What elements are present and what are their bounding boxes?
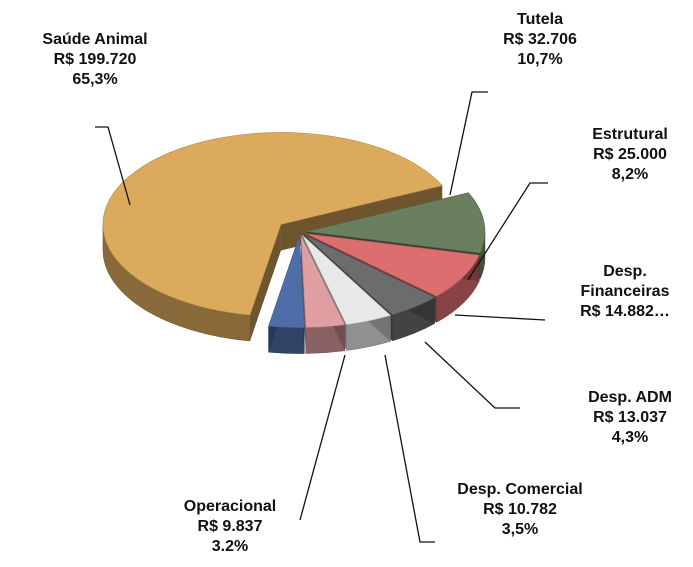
- slice: [302, 235, 392, 325]
- percentage-label: 4,3%: [611, 429, 649, 446]
- percentage-label: 3,5%: [501, 521, 539, 538]
- slice-label: Operacional R$ 9.837 3.2%: [184, 497, 276, 557]
- leader-line: [95, 126, 131, 206]
- leader-line: [424, 341, 520, 409]
- slice: [268, 235, 305, 328]
- leader-line: [299, 354, 346, 521]
- percentage-label: 3.2%: [211, 538, 249, 555]
- slice: [306, 192, 486, 254]
- category-label: Desp. ADM: [588, 389, 672, 406]
- value-label: R$ 25.000: [593, 146, 667, 163]
- slice-label: Desp. Financeiras R$ 14.882…: [570, 262, 680, 322]
- value-label: R$ 14.882…: [580, 303, 670, 320]
- slice: [306, 233, 480, 297]
- value-label: R$ 10.782: [483, 501, 557, 518]
- slice-label: Saúde Animal R$ 199.720 65,3%: [42, 30, 147, 90]
- value-label: R$ 13.037: [593, 409, 667, 426]
- slice: [304, 234, 436, 316]
- slice-label: Desp. ADM R$ 13.037 4,3%: [588, 388, 672, 448]
- category-label: Operacional: [183, 498, 277, 515]
- leader-line: [454, 314, 546, 321]
- slice: [300, 235, 346, 328]
- value-label: R$ 199.720: [53, 51, 137, 68]
- percentage-label: 10,7%: [517, 51, 563, 68]
- slice-wall: [250, 224, 281, 342]
- leader-line: [467, 182, 548, 281]
- category-label: Tutela: [517, 11, 563, 28]
- percentage-label: 65,3%: [72, 71, 118, 88]
- slice-label: Estrutural R$ 25.000 8,2%: [592, 125, 668, 185]
- leader-line: [449, 91, 488, 196]
- value-label: R$ 32.706: [503, 31, 577, 48]
- slice: [102, 132, 443, 316]
- percentage-label: 8,2%: [611, 166, 649, 183]
- category-label: Saúde Animal: [42, 31, 148, 48]
- category-label: Desp. Financeiras: [580, 263, 670, 300]
- category-label: Desp. Comercial: [457, 481, 583, 498]
- value-label: R$ 9.837: [197, 518, 263, 535]
- slice-wall: [300, 235, 306, 354]
- category-label: Estrutural: [592, 126, 668, 143]
- slice-label: Desp. Comercial R$ 10.782 3,5%: [457, 480, 582, 540]
- leader-line: [384, 354, 435, 543]
- slice-label: Tutela R$ 32.706 10,7%: [503, 10, 577, 70]
